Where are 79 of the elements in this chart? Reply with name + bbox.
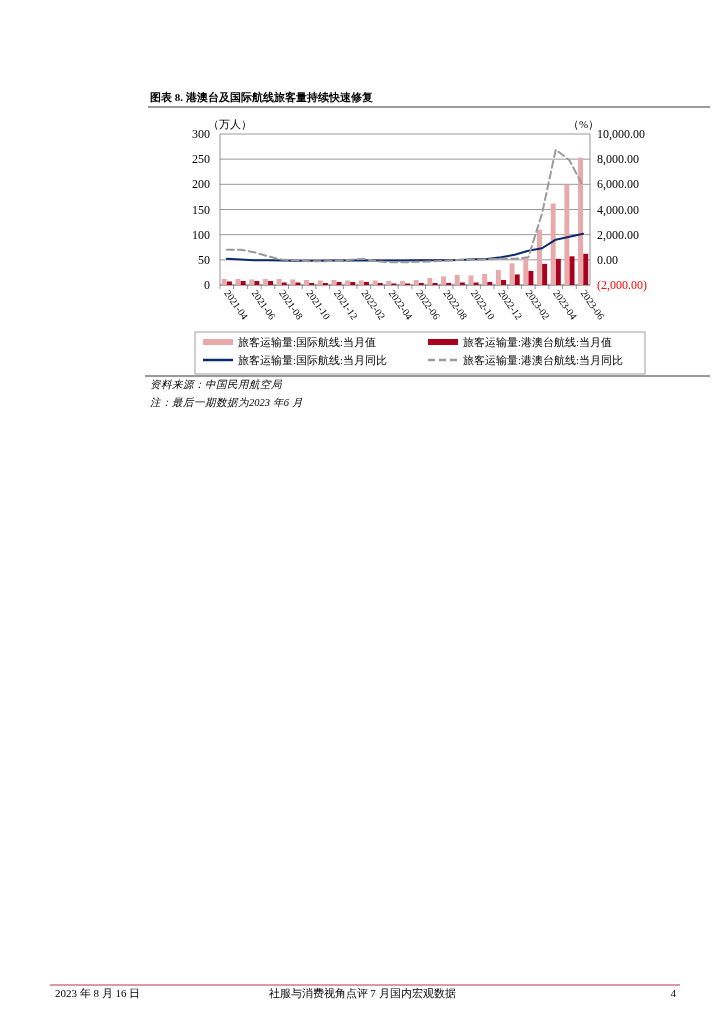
bar	[468, 275, 474, 285]
legend-label: 旅客运输量:港澳台航线:当月值	[463, 336, 612, 348]
y-tick-label: 200	[192, 177, 210, 192]
bar	[495, 269, 501, 285]
bar	[364, 281, 369, 285]
y-tick-label: 50	[198, 252, 210, 267]
text: 2023 年 8 月 16 日	[55, 987, 141, 999]
y2-tick-label: 4,000.00	[597, 202, 639, 217]
legend-label: 旅客运输量:国际航线:当月值	[238, 336, 376, 348]
bar	[331, 279, 337, 285]
text: 社服与消费视角点评 7 月国内宏观数据	[268, 987, 456, 999]
bar	[459, 282, 465, 285]
y2-tick-label: 8,000.00	[597, 152, 639, 167]
line-series	[225, 148, 585, 264]
bar	[254, 280, 260, 285]
bar	[304, 279, 309, 285]
text: 资料来源：中国民用航空局	[150, 379, 283, 390]
bar	[399, 280, 405, 285]
bar	[418, 282, 424, 285]
bar	[358, 280, 364, 285]
bar	[295, 282, 301, 285]
bar	[249, 279, 255, 285]
bar	[427, 277, 433, 285]
bar	[509, 263, 515, 285]
y-tick-label: 0	[204, 278, 210, 292]
bar	[350, 281, 356, 285]
y-axis-title: （万人）	[208, 118, 252, 130]
bar	[536, 229, 542, 285]
bar	[322, 282, 328, 285]
bar	[317, 280, 323, 285]
bar	[446, 282, 452, 285]
bar	[276, 278, 282, 285]
bar	[281, 282, 287, 285]
bar	[555, 258, 561, 285]
text: 注：最后一期数据为2023 年6 月	[150, 397, 303, 408]
bar	[542, 263, 548, 285]
bar	[336, 281, 342, 285]
bar	[240, 280, 246, 285]
y2-axis-title: （%）	[568, 118, 600, 130]
bar	[262, 278, 268, 285]
y-tick-label: 150	[192, 202, 210, 217]
bar	[413, 279, 419, 285]
bar	[226, 281, 232, 285]
bar	[235, 278, 241, 285]
bar	[345, 280, 351, 285]
legend-label: 旅客运输量:港澳台航线:当月同比	[463, 354, 623, 366]
bar	[487, 281, 493, 285]
bar	[377, 282, 383, 285]
y2-tick-label: (2,000.00)	[597, 278, 647, 292]
bar	[501, 279, 506, 285]
bar	[268, 280, 274, 285]
bar	[514, 274, 520, 285]
y-tick-label: 250	[192, 152, 210, 167]
bar	[372, 280, 378, 285]
bar	[309, 282, 315, 285]
chart-title: 图表 8. 港澳台及国际航线旅客量持续快速修复	[150, 91, 373, 103]
y2-tick-label: 6,000.00	[597, 177, 639, 192]
bar	[482, 273, 488, 285]
bar	[290, 279, 296, 285]
bar	[528, 270, 534, 285]
bar	[564, 184, 570, 285]
y2-tick-label: 0.00	[597, 252, 618, 267]
bar	[454, 274, 460, 285]
bar	[569, 256, 575, 285]
bar	[386, 280, 392, 285]
bar	[583, 253, 589, 285]
y2-tick-label: 2,000.00	[597, 227, 639, 242]
bar	[550, 203, 556, 285]
bar	[473, 282, 479, 285]
bar	[441, 276, 446, 285]
y-tick-label: 100	[192, 227, 210, 242]
y2-tick-label: 10,000.00	[597, 127, 645, 141]
legend-label: 旅客运输量:国际航线:当月同比	[238, 354, 387, 366]
bar	[221, 278, 227, 285]
line-series	[225, 232, 585, 262]
y-tick-label: 300	[192, 127, 210, 141]
bar	[523, 257, 529, 285]
bar	[578, 157, 584, 285]
text: 4	[670, 987, 677, 999]
